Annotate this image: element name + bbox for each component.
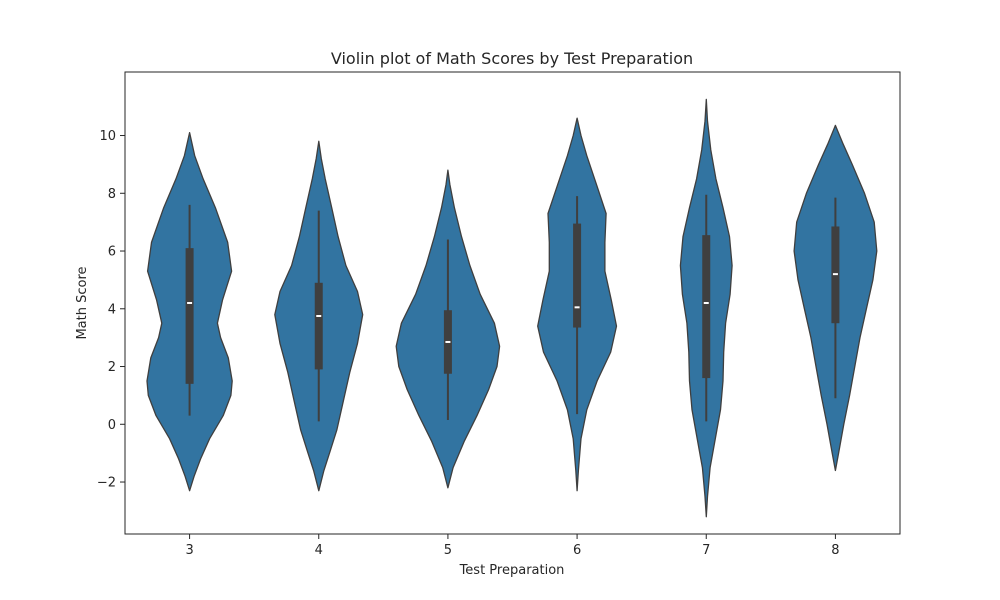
y-tick-label: 6 bbox=[108, 245, 116, 260]
violin-7 bbox=[679, 98, 733, 518]
x-tick-label: 6 bbox=[573, 543, 581, 558]
y-tick-label: 0 bbox=[108, 418, 116, 433]
y-tick-label: 2 bbox=[108, 360, 116, 375]
violin-4 bbox=[274, 140, 364, 492]
violins-group bbox=[146, 98, 878, 518]
iqr-box bbox=[185, 248, 194, 384]
y-tick-label: −2 bbox=[97, 476, 116, 491]
x-tick-label: 5 bbox=[444, 543, 452, 558]
x-axis-label: Test Preparation bbox=[459, 563, 565, 578]
x-tick-label: 8 bbox=[831, 543, 839, 558]
chart-title: Violin plot of Math Scores by Test Prepa… bbox=[331, 49, 693, 68]
y-axis-label: Math Score bbox=[75, 266, 90, 339]
violin-8 bbox=[793, 124, 878, 472]
y-tick-label: 8 bbox=[108, 187, 116, 202]
iqr-box bbox=[573, 223, 582, 328]
y-tick-label: 10 bbox=[99, 129, 116, 144]
violin-5 bbox=[395, 169, 501, 489]
x-tick-label: 7 bbox=[702, 543, 710, 558]
iqr-box bbox=[314, 282, 323, 370]
x-axis: 3 4 5 6 7 8 bbox=[185, 534, 840, 558]
x-tick-label: 4 bbox=[315, 543, 323, 558]
violin-3 bbox=[146, 131, 233, 492]
y-tick-label: 4 bbox=[108, 302, 116, 317]
violin-6 bbox=[537, 117, 618, 492]
plot-frame bbox=[124, 71, 901, 535]
y-axis: −2 0 2 4 6 8 10 bbox=[97, 129, 125, 491]
iqr-box bbox=[702, 235, 711, 379]
x-tick-label: 3 bbox=[185, 543, 193, 558]
